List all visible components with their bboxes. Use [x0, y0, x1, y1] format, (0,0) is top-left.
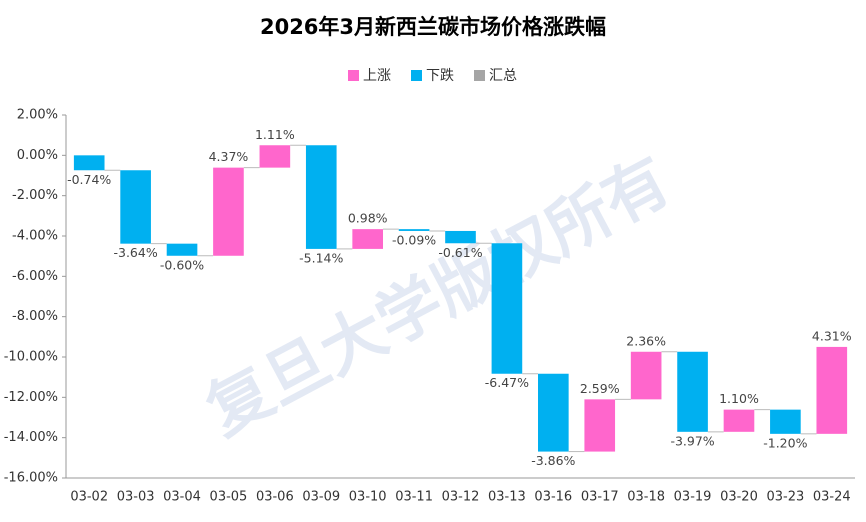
x-tick-label: 03-06: [256, 490, 294, 505]
bar: [491, 243, 523, 374]
bar: [770, 409, 801, 434]
x-tick-label: 03-10: [349, 490, 387, 505]
value-label: -5.14%: [299, 250, 343, 265]
value-label: -0.60%: [160, 257, 204, 272]
legend-label: 下跌: [426, 68, 454, 84]
value-label: 2.59%: [580, 381, 620, 396]
bar: [723, 409, 755, 432]
bar: [166, 243, 198, 256]
x-tick-label: 03-12: [442, 490, 480, 505]
legend-swatch: [474, 70, 485, 81]
x-tick-label: 03-20: [720, 490, 758, 505]
value-label: 2.36%: [626, 333, 666, 348]
x-tick-label: 03-02: [70, 490, 108, 505]
bar: [398, 229, 430, 231]
x-tick-label: 03-18: [627, 490, 665, 505]
bar: [538, 373, 569, 452]
legend-label: 汇总: [489, 68, 517, 84]
bar: [352, 229, 383, 249]
y-tick-label: -10.00%: [4, 350, 58, 365]
value-label: -3.97%: [670, 433, 714, 448]
bar: [120, 170, 151, 244]
y-tick-label: -2.00%: [12, 188, 58, 203]
x-tick-label: 03-04: [163, 490, 201, 505]
value-label: 1.10%: [719, 391, 759, 406]
bar: [305, 145, 337, 249]
value-label: -3.86%: [531, 453, 575, 468]
bar: [445, 230, 476, 244]
value-label: -0.61%: [438, 245, 482, 260]
bar: [213, 167, 244, 256]
value-label: 4.37%: [209, 149, 249, 164]
y-tick-label: -4.00%: [12, 229, 58, 244]
bar: [73, 155, 105, 171]
bar: [677, 351, 708, 432]
x-tick-label: 03-03: [117, 490, 155, 505]
x-tick-label: 03-11: [395, 490, 433, 505]
x-tick-label: 03-17: [581, 490, 619, 505]
x-tick-label: 03-24: [813, 490, 851, 505]
legend-label: 上涨: [363, 68, 391, 84]
value-label: -3.64%: [114, 245, 158, 260]
y-tick-label: -8.00%: [12, 309, 58, 324]
x-tick-label: 03-09: [302, 490, 340, 505]
value-label: -0.74%: [67, 172, 111, 187]
bar: [259, 145, 291, 168]
y-tick-label: -14.00%: [4, 430, 58, 445]
value-label: 1.11%: [255, 127, 295, 142]
x-tick-label: 03-23: [766, 490, 804, 505]
x-tick-label: 03-16: [534, 490, 572, 505]
legend-swatch: [348, 70, 359, 81]
value-label: -1.20%: [763, 435, 807, 450]
chart-title: 2026年3月新西兰碳市场价格涨跌幅: [260, 15, 606, 39]
bar: [816, 346, 848, 434]
x-tick-label: 03-05: [210, 490, 248, 505]
y-tick-label: -12.00%: [4, 390, 58, 405]
value-label: 0.98%: [348, 211, 388, 226]
bar: [584, 399, 616, 452]
x-tick-label: 03-19: [674, 490, 712, 505]
value-label: -0.09%: [392, 232, 436, 247]
y-tick-label: -16.00%: [4, 471, 58, 486]
y-tick-label: 2.00%: [17, 108, 58, 123]
value-label: 4.31%: [812, 328, 852, 343]
legend-swatch: [411, 70, 422, 81]
y-tick-label: 0.00%: [17, 148, 58, 163]
value-label: -6.47%: [485, 375, 529, 390]
bar: [630, 351, 662, 400]
x-tick-label: 03-13: [488, 490, 526, 505]
y-tick-label: -6.00%: [12, 269, 58, 284]
